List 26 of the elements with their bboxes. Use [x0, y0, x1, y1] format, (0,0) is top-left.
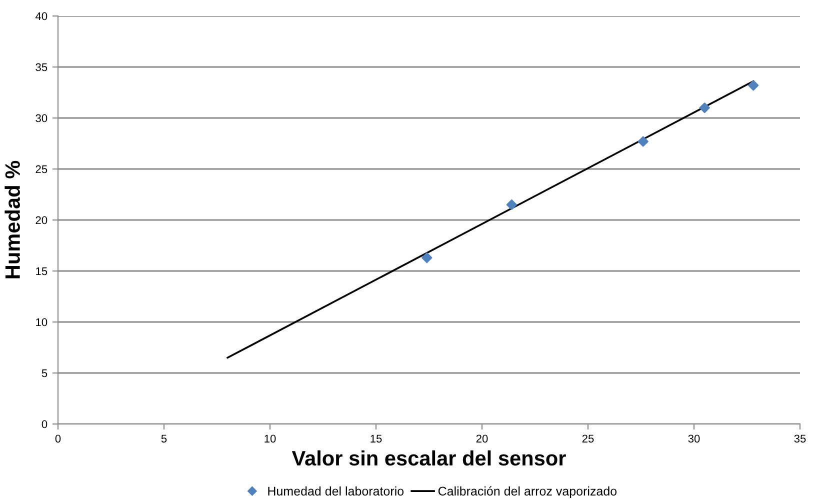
y-tick-label: 40: [35, 12, 48, 20]
point: [506, 199, 517, 210]
point: [422, 252, 432, 264]
y-tick-label: 5: [42, 369, 48, 378]
x-tick-label: 30: [688, 434, 700, 443]
x-tick-label: 35: [794, 434, 806, 443]
y-tick-label: 10: [36, 318, 48, 326]
x-tick-label: 25: [582, 434, 594, 443]
y-tick-label: 35: [36, 63, 48, 72]
y-tick-label: 30: [36, 114, 48, 122]
x-axis-title: Valor sin escalar del sensor: [292, 450, 566, 466]
y-axis-title: Humedad %: [4, 160, 20, 278]
y-tick-label: 25: [36, 165, 48, 174]
legend-label: Calibración del arroz vaporizado: [438, 486, 617, 498]
y-tick-label: 15: [36, 267, 48, 276]
y-tick-label: 20: [36, 216, 48, 224]
point: [748, 80, 759, 91]
x-tick-label: 20: [476, 434, 488, 443]
x-tick-label: 15: [370, 434, 382, 443]
x-tick-label: 5: [161, 434, 167, 443]
y-tick-label: 0: [42, 420, 48, 428]
legend-label: Humedad del laboratorio: [268, 486, 404, 496]
x-tick-label: 0: [55, 434, 61, 443]
point: [638, 136, 648, 147]
point: [699, 102, 710, 114]
x-tick-label: 10: [264, 434, 276, 443]
